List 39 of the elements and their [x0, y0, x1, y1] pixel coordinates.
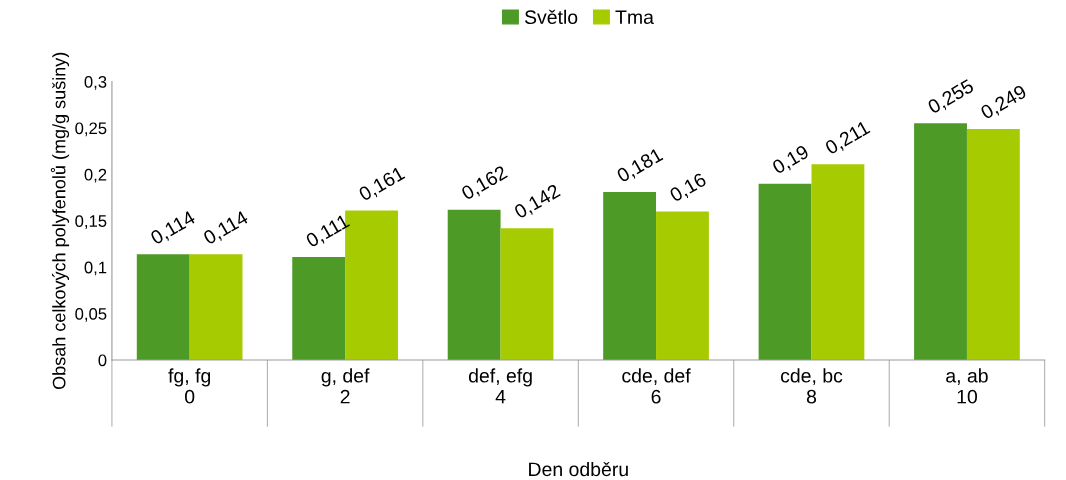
x-tick-label: def, efg 4: [468, 368, 532, 404]
x-tick-label: a, ab 10: [946, 368, 988, 404]
y-tick-label: 0,05: [75, 308, 107, 322]
legend-label: Světlo: [524, 9, 578, 25]
bar: [292, 256, 346, 360]
data-label: 0,249: [979, 84, 1029, 122]
y-tick-label: 0,25: [75, 122, 107, 137]
y-tick-label: 0: [98, 354, 107, 367]
data-label: 0,19: [771, 144, 811, 177]
bar: [603, 192, 657, 360]
data-label: 0,111: [304, 213, 352, 250]
bar: [189, 254, 243, 360]
y-tick-label: 0,1: [84, 261, 107, 276]
bar: [758, 183, 812, 360]
bar: [966, 128, 1020, 360]
y-axis-title: Obsah celkových polyfenolů (mg/g sušiny): [50, 52, 70, 390]
legend-label: Tma: [615, 10, 654, 25]
data-label: 0,16: [668, 172, 709, 205]
bar: [811, 164, 865, 360]
bar: [656, 211, 709, 360]
data-label: 0,114: [202, 210, 251, 247]
x-tick-label: fg, fg 0: [168, 368, 211, 404]
data-label: 0,211: [824, 120, 872, 157]
x-tick-label: cde, def 6: [622, 368, 691, 404]
bar: [914, 123, 967, 360]
data-label: 0,181: [615, 147, 665, 185]
y-tick-label: 0,2: [84, 168, 107, 183]
bar: [500, 228, 554, 360]
data-label: 0,114: [149, 210, 198, 247]
y-tick-label: 0,3: [84, 76, 107, 90]
bar: [447, 209, 501, 360]
bar: [136, 254, 190, 360]
data-label: 0,142: [513, 183, 562, 221]
data-label: 0,162: [460, 165, 510, 203]
x-tick-label: cde, bc 8: [780, 368, 843, 404]
data-label: 0,161: [357, 165, 407, 204]
y-tick-label: 0,15: [75, 215, 107, 229]
x-axis-title: Den odběru: [529, 461, 628, 477]
x-tick-label: g, def 2: [321, 368, 370, 404]
